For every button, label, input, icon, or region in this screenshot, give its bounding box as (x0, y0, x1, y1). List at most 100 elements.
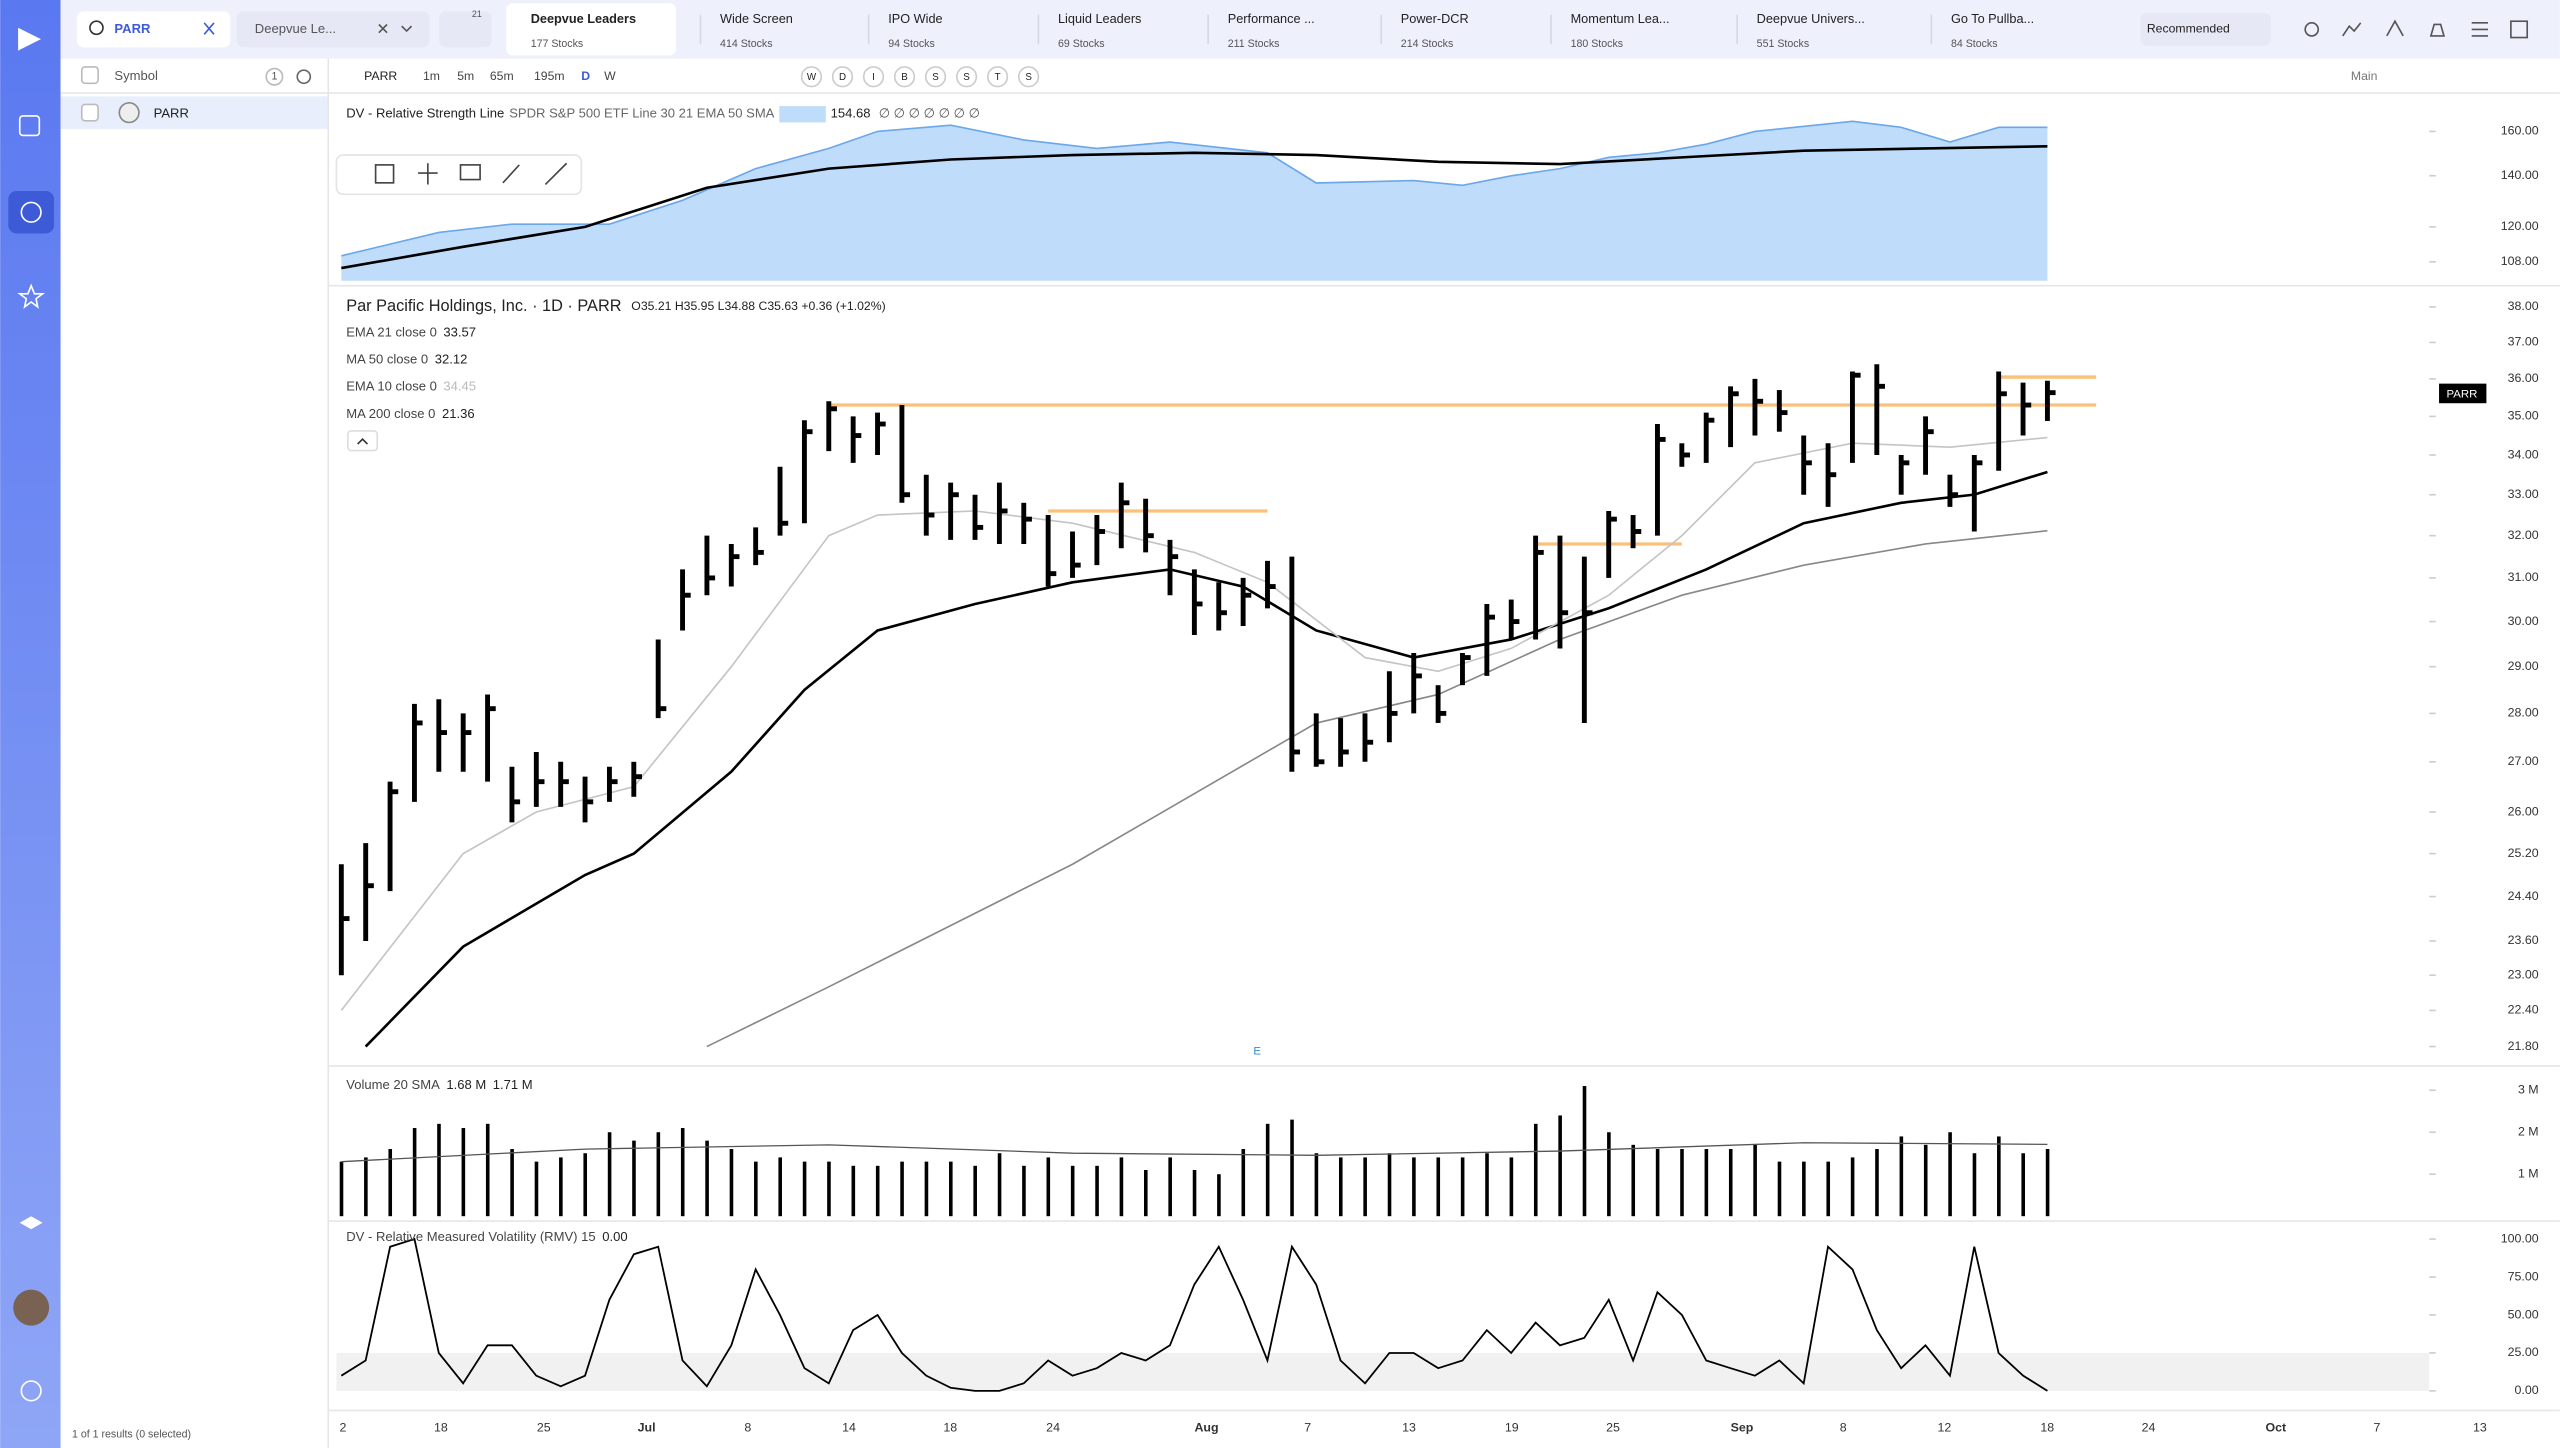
interval[interactable]: D (581, 69, 590, 83)
volume-bar (729, 1149, 734, 1217)
help-icon[interactable] (20, 1380, 42, 1402)
marker-letter[interactable]: B (901, 72, 908, 83)
marker-button[interactable] (831, 66, 854, 88)
volume-bar (1899, 1136, 1904, 1217)
nav-icon[interactable] (20, 201, 42, 223)
nav-icon[interactable] (17, 283, 46, 309)
watchlist-row[interactable] (60, 96, 329, 129)
layout-name[interactable]: Main (2351, 69, 2378, 83)
marker-letter[interactable]: W (807, 72, 817, 83)
tab-count[interactable]: 94 Stocks (888, 38, 935, 50)
chart-icon[interactable] (2342, 22, 2362, 37)
volume-bar (364, 1157, 368, 1217)
y-tick-label: 120.00 (2501, 219, 2539, 233)
y-tick-label: 21.80 (2508, 1039, 2539, 1053)
grid-icon[interactable] (2510, 20, 2529, 39)
volume-bar (705, 1140, 709, 1217)
x-tick-label: Oct (2265, 1421, 2286, 1435)
volume-bar (1460, 1157, 1465, 1217)
volume-bar (1290, 1119, 1294, 1217)
volume-bar (1314, 1153, 1319, 1217)
marker-button[interactable] (893, 66, 916, 88)
tab-name[interactable]: Deepvue Univers... (1757, 11, 1865, 26)
watchlist-name: Deepvue Le... (255, 21, 336, 36)
interval[interactable]: 5m (457, 69, 474, 83)
interval[interactable]: 65m (490, 69, 514, 83)
filter-button[interactable] (439, 11, 492, 48)
legend-extra: ∅ ∅ ∅ ∅ ∅ ∅ ∅ (879, 106, 980, 121)
checkbox[interactable] (80, 103, 99, 122)
nav-icon[interactable] (19, 1216, 43, 1230)
volume-bar (1217, 1174, 1221, 1217)
volume-bar (1826, 1161, 1831, 1217)
marker-button[interactable] (955, 66, 978, 88)
marker-letter[interactable]: D (839, 72, 846, 83)
tab-name[interactable]: Power-DCR (1401, 11, 1469, 26)
y-tick-label: 30.00 (2508, 614, 2539, 628)
tab-name[interactable]: Wide Screen (720, 11, 793, 26)
volume-bar (1119, 1157, 1124, 1217)
y-tick-label: 32.00 (2508, 528, 2539, 542)
legend-name: EMA 21 close 0 (346, 324, 437, 339)
marker-letter[interactable]: S (1025, 72, 1032, 83)
note-tool[interactable] (459, 164, 481, 181)
tab-count[interactable]: 214 Stocks (1401, 38, 1453, 50)
tab-name[interactable]: Liquid Leaders (1058, 11, 1141, 26)
tab-count[interactable]: 69 Stocks (1058, 38, 1105, 50)
marker-button[interactable] (986, 66, 1009, 88)
collapse-button[interactable] (347, 430, 379, 452)
avatar[interactable] (13, 1289, 50, 1326)
list-icon[interactable] (2471, 22, 2489, 37)
settings-icon[interactable] (296, 69, 312, 85)
tab-name[interactable]: Momentum Lea... (1571, 11, 1670, 26)
y-tick-label: 160.00 (2501, 124, 2539, 138)
tab-count[interactable]: 177 Stocks (531, 38, 584, 50)
volume-bar (1363, 1157, 1367, 1217)
tab-count[interactable]: 551 Stocks (1757, 38, 1810, 50)
sort-select[interactable] (2140, 13, 2271, 46)
y-tick-label: 23.60 (2508, 933, 2539, 947)
search-box[interactable] (76, 11, 231, 48)
marker-button[interactable] (924, 66, 947, 88)
brush-tool[interactable] (502, 164, 520, 184)
clear-icon[interactable] (203, 22, 215, 35)
select-icons (378, 23, 413, 34)
tool-icon[interactable] (2386, 19, 2404, 37)
interval[interactable]: W (604, 69, 616, 83)
tab-count[interactable]: 414 Stocks (720, 38, 773, 50)
volume-bar (1046, 1157, 1051, 1217)
volume-bar (1631, 1144, 1636, 1217)
share-icon[interactable] (2304, 22, 2320, 37)
tab-count[interactable]: 211 Stocks (1228, 38, 1280, 50)
marker-letter[interactable]: T (995, 72, 1001, 83)
event-marker: E (1253, 1045, 1261, 1057)
tab-name[interactable]: IPO Wide (888, 11, 942, 26)
tab-name[interactable]: Performance ... (1228, 11, 1315, 26)
tab-active[interactable] (506, 3, 676, 56)
nav-icon[interactable] (18, 115, 41, 137)
x-tick-label: 18 (434, 1421, 448, 1435)
bell-icon[interactable] (2429, 23, 2446, 37)
tab-count[interactable]: 180 Stocks (1571, 38, 1624, 50)
tab-count[interactable]: 84 Stocks (1951, 38, 1998, 50)
watchlist-select[interactable] (236, 11, 430, 48)
indicator-params: SPDR S&P 500 ETF Line 30 21 EMA 50 SMA (509, 106, 774, 121)
line-tool[interactable] (544, 162, 568, 186)
marker-button[interactable] (800, 66, 823, 88)
marker-button[interactable] (862, 66, 885, 88)
volume-bar (461, 1128, 466, 1217)
marker-letter[interactable]: I (872, 72, 875, 83)
rect-tool[interactable] (374, 164, 395, 184)
interval[interactable]: 195m (534, 69, 565, 83)
tab-name[interactable]: Go To Pullba... (1951, 11, 2034, 26)
marker-letter[interactable]: S (932, 72, 939, 83)
x-tick-label: Aug (1194, 1421, 1218, 1435)
marker-letter[interactable]: S (963, 72, 970, 83)
nav-active[interactable] (8, 190, 55, 234)
marker-button[interactable] (1017, 66, 1040, 88)
fib-tool[interactable] (418, 163, 438, 185)
tab-name[interactable]: Deepvue Leaders (531, 11, 636, 26)
volume-bar (2021, 1153, 2026, 1217)
interval[interactable]: 1m (423, 69, 440, 83)
checkbox[interactable] (80, 66, 99, 85)
